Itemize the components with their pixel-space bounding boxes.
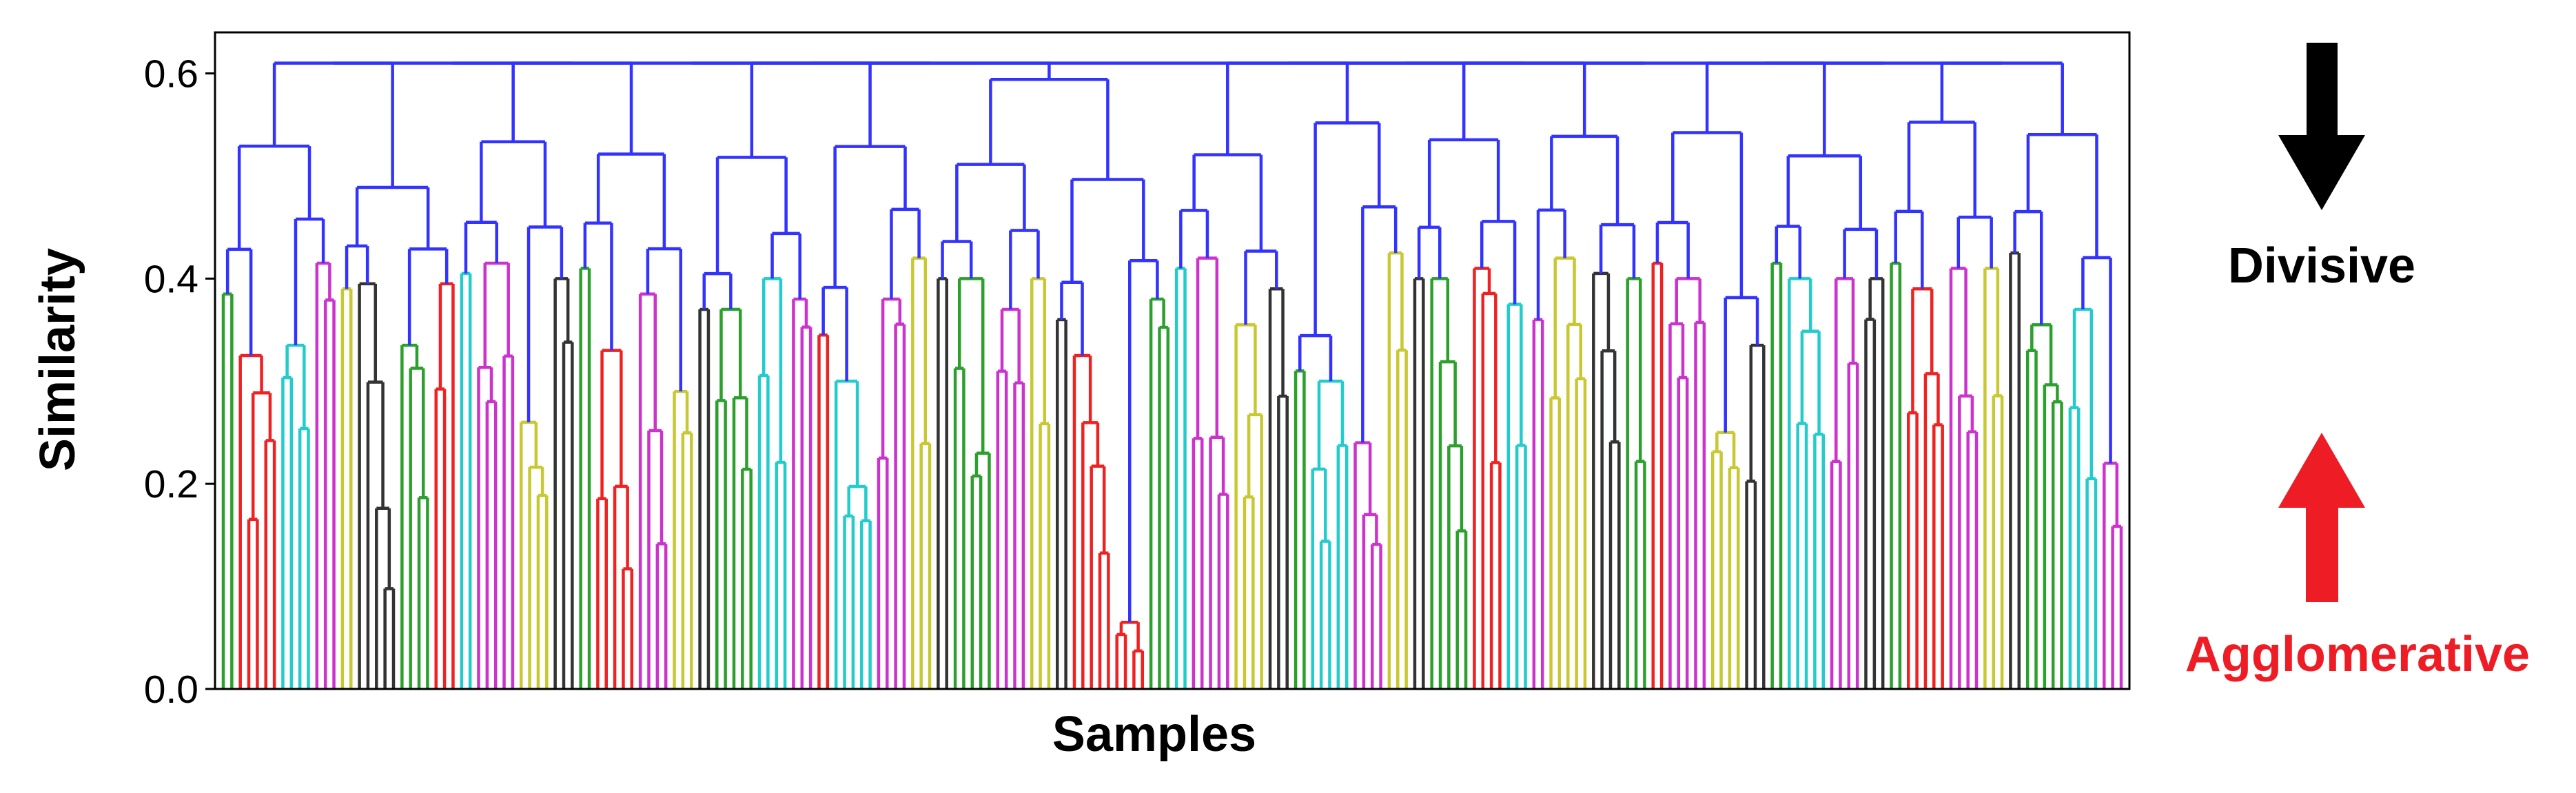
y-tick-label: 0.2 [144, 462, 198, 506]
divisive-arrow-icon [2278, 43, 2365, 210]
dendrogram-tree [221, 61, 2123, 689]
agglomerative-label: Agglomerative [2185, 627, 2530, 682]
plot-frame [214, 31, 2131, 690]
x-axis-label: Samples [1052, 707, 1256, 762]
y-axis-label: Similarity [30, 248, 85, 471]
y-axis: 0.0 0.2 0.4 0.6 [144, 52, 215, 712]
y-tick-label: 0.0 [144, 668, 198, 712]
y-tick-label: 0.6 [144, 52, 198, 96]
divisive-label: Divisive [2228, 238, 2415, 293]
y-tick-label: 0.4 [144, 257, 198, 301]
agglomerative-arrow-icon [2278, 433, 2365, 602]
